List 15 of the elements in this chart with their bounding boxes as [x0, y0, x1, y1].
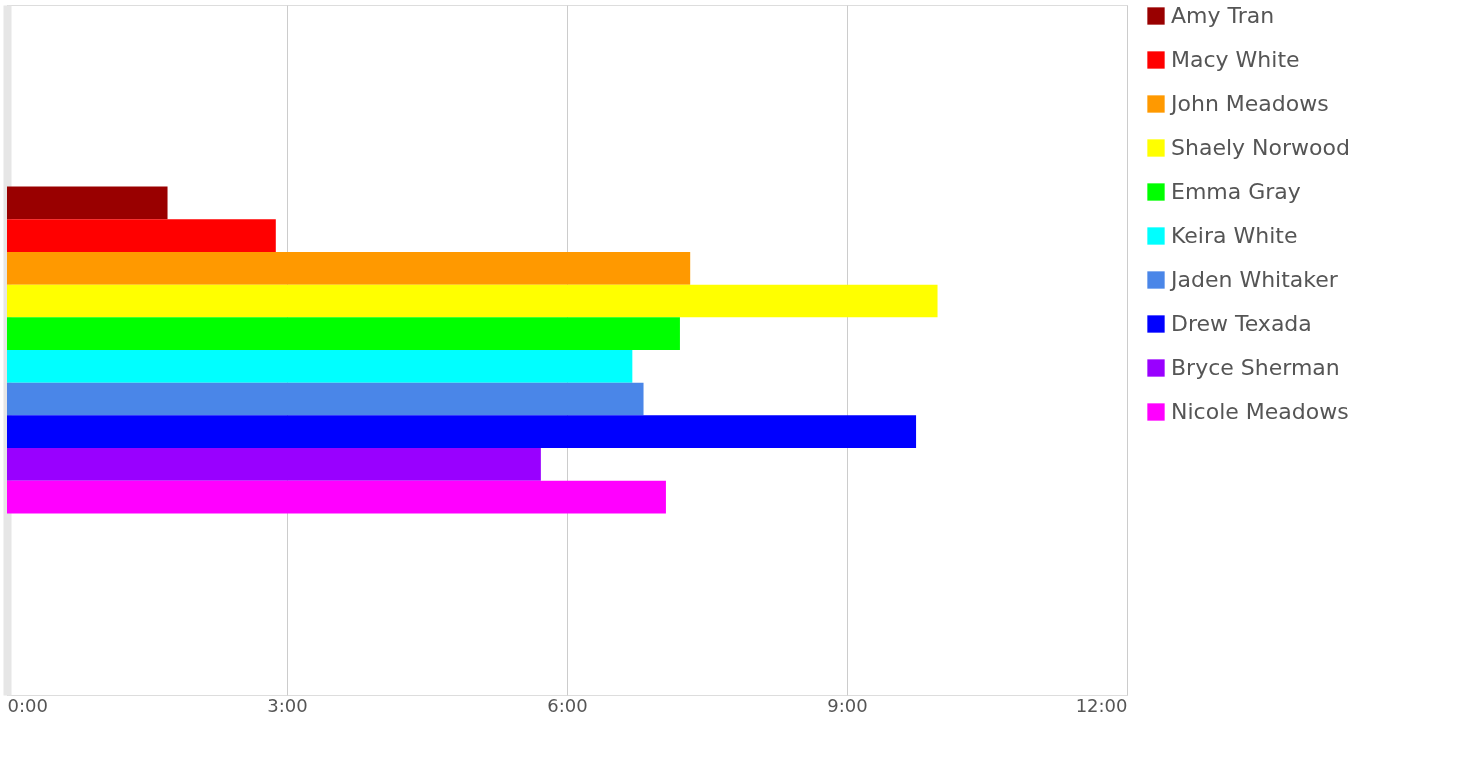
legend-label: Shaely Norwood — [1171, 135, 1350, 160]
x-tick-label: 9:00 — [827, 694, 868, 716]
legend-label: John Meadows — [1169, 91, 1329, 116]
x-tick-label: 12:00 — [1075, 694, 1128, 716]
legend-label: Emma Gray — [1171, 179, 1301, 204]
legend-label: Bryce Sherman — [1171, 355, 1340, 380]
legend-label: Keira White — [1171, 223, 1298, 248]
legend-label: Macy White — [1171, 47, 1300, 72]
legend-label: Nicole Meadows — [1171, 399, 1349, 424]
x-tick-label: 0:00 — [7, 694, 48, 716]
legend-label: Jaden Whitaker — [1169, 267, 1339, 292]
legend-label: Drew Texada — [1171, 311, 1312, 336]
x-tick-label: 3:00 — [267, 694, 308, 716]
legend-label: Amy Tran — [1171, 3, 1275, 28]
x-tick-label: 6:00 — [547, 694, 588, 716]
